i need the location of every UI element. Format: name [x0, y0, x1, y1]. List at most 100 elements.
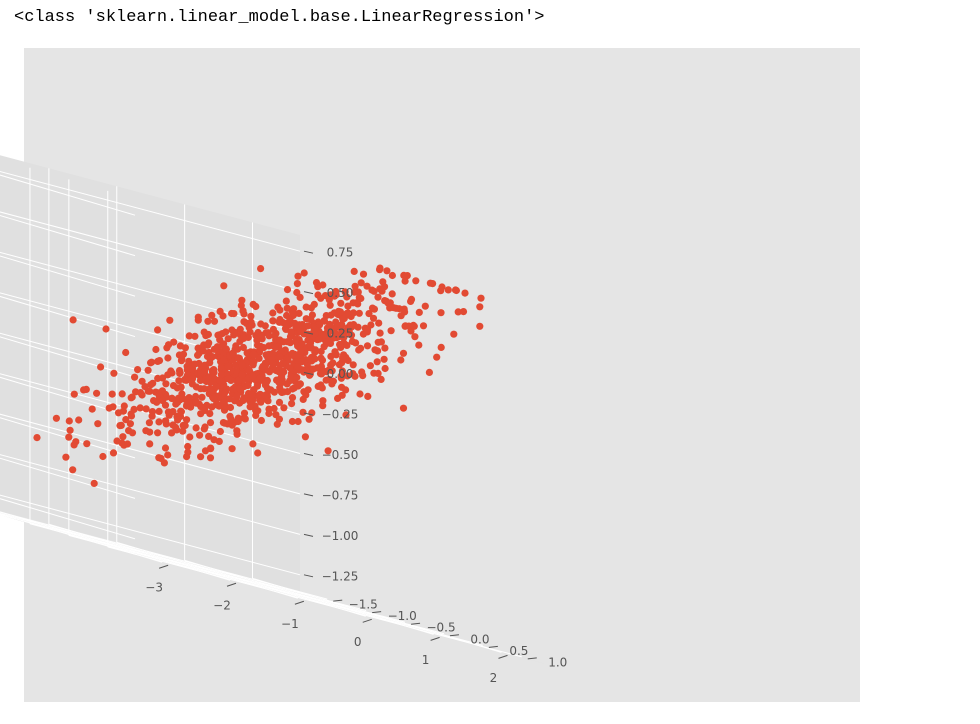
scatter-point: [248, 371, 256, 379]
scatter-point: [188, 380, 196, 388]
scatter-point: [315, 335, 323, 343]
scatter-point: [307, 304, 315, 312]
scatter-point: [142, 427, 150, 435]
scatter-point: [437, 309, 445, 317]
scatter-point: [82, 385, 90, 393]
scatter-point: [90, 479, 98, 487]
scatter-point: [200, 385, 208, 393]
scatter-point: [224, 362, 232, 370]
scatter-point: [311, 355, 319, 363]
z-grid-side: [0, 376, 136, 418]
scatter-point: [65, 433, 73, 441]
z-tick-label: −0.75: [322, 488, 359, 502]
scatter-point: [283, 380, 291, 388]
scatter-point: [375, 319, 383, 327]
scatter-point: [257, 398, 265, 406]
y-grid-floor: [68, 534, 483, 646]
scatter-point: [120, 402, 128, 410]
scatter-point: [274, 303, 282, 311]
scatter-point: [454, 308, 462, 316]
scatter-point: [265, 368, 274, 376]
z-grid-back: [0, 373, 301, 454]
scatter-point: [289, 309, 298, 317]
scatter-point: [194, 313, 202, 321]
scatter-point: [192, 392, 200, 401]
scatter-point: [153, 398, 161, 406]
scatter-point: [275, 398, 284, 406]
scatter-point: [240, 334, 248, 342]
scatter-point: [234, 417, 242, 426]
scatter-point: [214, 331, 222, 339]
scatter-point: [233, 392, 241, 400]
scatter-point: [94, 420, 102, 428]
scatter-point: [192, 399, 200, 407]
scatter-point: [275, 318, 283, 326]
scatter-point: [338, 383, 346, 391]
scatter-point: [295, 309, 303, 317]
scatter-point: [336, 308, 344, 316]
z-tick-label: 0.75: [327, 246, 354, 260]
z-grid-side: [0, 295, 136, 338]
scatter-point: [181, 421, 189, 430]
scatter-point: [162, 420, 170, 428]
scatter-point: [164, 451, 172, 459]
x-tick-mark: [294, 600, 305, 605]
scatter-point: [374, 338, 382, 346]
scatter-point: [97, 363, 105, 371]
scatter-point: [399, 404, 408, 412]
scatter-point: [157, 454, 165, 463]
z-grid-side: [0, 174, 136, 216]
scatter-point: [270, 388, 278, 396]
scatter-point: [166, 316, 174, 324]
scatter-point: [369, 314, 378, 322]
scatter-point: [358, 368, 366, 376]
x-tick-mark: [226, 582, 237, 587]
scatter-point: [249, 300, 257, 308]
scatter-point: [145, 419, 153, 427]
scatter-point: [352, 339, 360, 347]
scatter-point: [127, 410, 135, 418]
scatter-point: [244, 381, 252, 390]
scatter-point: [329, 359, 337, 367]
scatter-point: [312, 279, 321, 287]
z-grid-side: [0, 336, 136, 378]
scatter-point: [377, 375, 385, 383]
scatter-point: [364, 392, 372, 400]
scatter-point: [198, 393, 206, 401]
scatter-point: [136, 389, 145, 397]
scatter-point: [234, 376, 243, 384]
scatter-point: [257, 265, 265, 273]
scatter-point: [161, 444, 170, 452]
scatter-point: [69, 466, 77, 474]
scatter-point: [342, 328, 350, 336]
scatter-point: [261, 391, 269, 399]
scatter-point: [257, 331, 266, 339]
scatter-point: [271, 343, 279, 351]
scatter-point: [300, 269, 308, 277]
scatter-point: [264, 397, 272, 405]
scatter-point: [350, 288, 359, 296]
z-tick-mark: [303, 291, 314, 295]
scatter-point: [174, 416, 182, 424]
grid-lines: [0, 167, 522, 658]
y-tick-mark: [410, 622, 421, 625]
scatter-point: [308, 409, 316, 417]
scatter-point: [208, 403, 216, 411]
scatter-point: [444, 286, 452, 294]
x-tick-label: 1: [422, 653, 430, 667]
scatter-point: [343, 372, 351, 380]
scatter-point: [268, 356, 276, 364]
scatter-point: [476, 322, 484, 330]
scatter-point: [224, 335, 232, 343]
scatter-point: [365, 310, 373, 318]
scatter-point: [294, 417, 302, 426]
y-grid-floor: [29, 523, 445, 635]
scatter-point: [286, 339, 294, 347]
scatter-point: [236, 385, 244, 393]
scatter-point: [122, 348, 130, 357]
scatter-point: [269, 317, 277, 325]
scatter-point: [425, 368, 433, 376]
scatter-point: [339, 354, 347, 362]
scatter-point: [283, 304, 291, 312]
scatter-point: [256, 390, 264, 399]
